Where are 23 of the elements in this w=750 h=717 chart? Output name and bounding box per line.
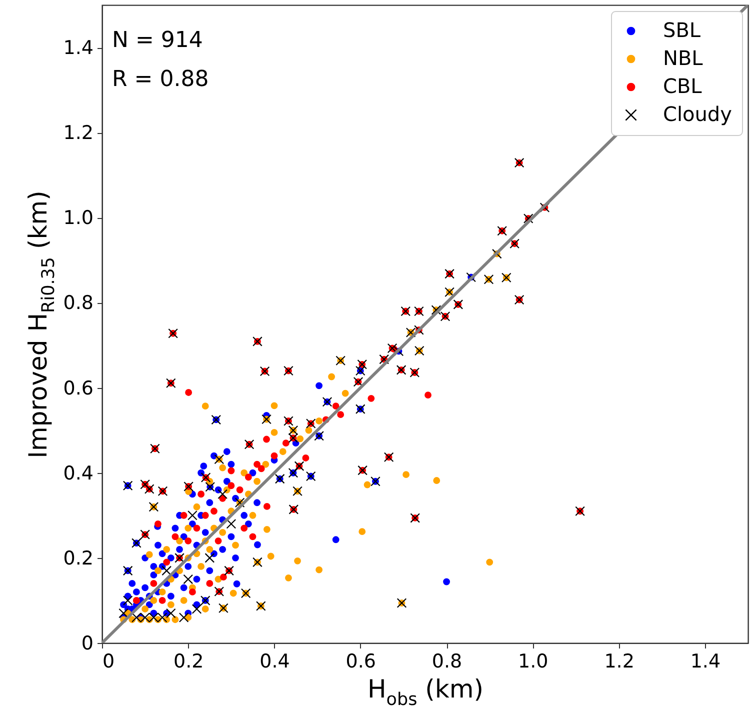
y-tick-label: 1.4 <box>63 37 94 60</box>
x-tick-label: 0.2 <box>174 650 204 672</box>
x-tick-label: 1.2 <box>604 650 634 672</box>
x-tick-label: 0 <box>102 650 115 672</box>
annotation: R = 0.88 <box>112 67 209 92</box>
legend-label: SBL <box>663 18 702 42</box>
y-tick-label: 0.6 <box>63 377 94 400</box>
y-tick-label: 0.2 <box>63 547 94 570</box>
x-tick-label: 0.8 <box>432 650 462 672</box>
y-tick-label: 0 <box>81 632 94 654</box>
legend-label: NBL <box>663 46 704 70</box>
x-tick-label: 0.6 <box>346 650 376 672</box>
x-tick-label: 1.4 <box>690 650 721 672</box>
x-axis-title: H$_{obs}$ (km) <box>367 674 484 710</box>
x-tick-label: 0.4 <box>260 650 290 672</box>
y-tick-label: 0.8 <box>63 292 94 314</box>
y-tick-label: 1.2 <box>63 122 94 144</box>
x-tick-label: 1.0 <box>518 650 548 672</box>
annotation: N = 914 <box>112 28 203 53</box>
legend-label: CBL <box>663 74 703 98</box>
y-tick-label: 0.4 <box>63 462 94 484</box>
legend-label: Cloudy <box>663 102 732 126</box>
y-tick-label: 1.0 <box>63 207 94 230</box>
